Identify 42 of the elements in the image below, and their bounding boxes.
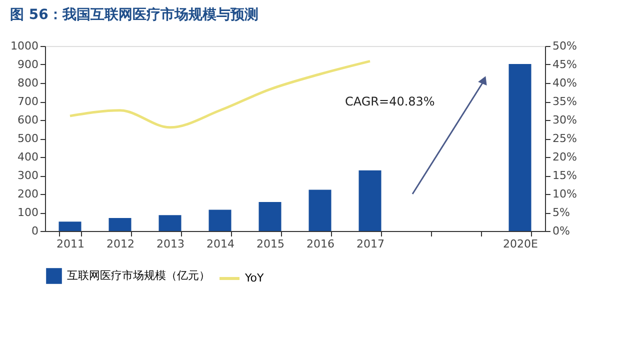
annotation: CAGR=40.83% bbox=[345, 94, 435, 108]
y2-tick-label: 15% bbox=[552, 169, 577, 182]
y2-tick-label: 30% bbox=[552, 114, 577, 126]
y-tick-label: 700 bbox=[18, 95, 38, 108]
y2-tick-label: 10% bbox=[552, 188, 577, 200]
bar bbox=[358, 170, 382, 231]
y-tick-label: 0 bbox=[32, 224, 38, 238]
y-tick-label: 300 bbox=[18, 169, 38, 182]
chart-title: 图 56：我国互联网医疗市场规模与预测 bbox=[10, 6, 258, 23]
x-tick-label: 2020E bbox=[503, 238, 538, 250]
bar bbox=[258, 202, 282, 231]
x-tick-label: 2013 bbox=[156, 238, 184, 250]
bar bbox=[58, 222, 82, 231]
x-tick-label: 2016 bbox=[306, 238, 334, 250]
y2-tick-label: 5% bbox=[552, 206, 570, 219]
x-tick-label: 2017 bbox=[356, 238, 384, 250]
y2-tick-label: 50% bbox=[552, 40, 577, 52]
legend-label: YoY bbox=[244, 272, 264, 284]
y-tick-label: 200 bbox=[18, 188, 38, 200]
legend-label: 互联网医疗市场规模（亿元） bbox=[67, 269, 210, 282]
y2-tick-label: 40% bbox=[552, 76, 577, 90]
y2-tick-label: 35% bbox=[552, 95, 577, 108]
bar bbox=[308, 190, 332, 231]
y-tick-label: 1000 bbox=[10, 40, 38, 52]
y2-tick-label: 25% bbox=[552, 132, 577, 145]
x-tick-label: 2014 bbox=[206, 238, 234, 250]
bar bbox=[508, 64, 532, 231]
y-tick-label: 400 bbox=[18, 150, 38, 164]
bar bbox=[108, 218, 132, 231]
y2-tick-label: 20% bbox=[552, 150, 577, 164]
y-tick-label: 800 bbox=[18, 76, 38, 90]
x-tick-label: 2015 bbox=[256, 238, 284, 250]
y-tick-label: 900 bbox=[18, 58, 38, 71]
y2-tick-label: 0% bbox=[552, 224, 570, 238]
x-tick-label: 2011 bbox=[56, 238, 84, 250]
x-tick-label: 2012 bbox=[106, 238, 134, 250]
y-tick-label: 500 bbox=[18, 132, 38, 145]
y2-tick-label: 45% bbox=[552, 58, 577, 71]
bar bbox=[208, 210, 232, 231]
y-tick-label: 100 bbox=[18, 206, 38, 219]
bar bbox=[158, 215, 182, 231]
y-tick-label: 600 bbox=[18, 114, 38, 126]
